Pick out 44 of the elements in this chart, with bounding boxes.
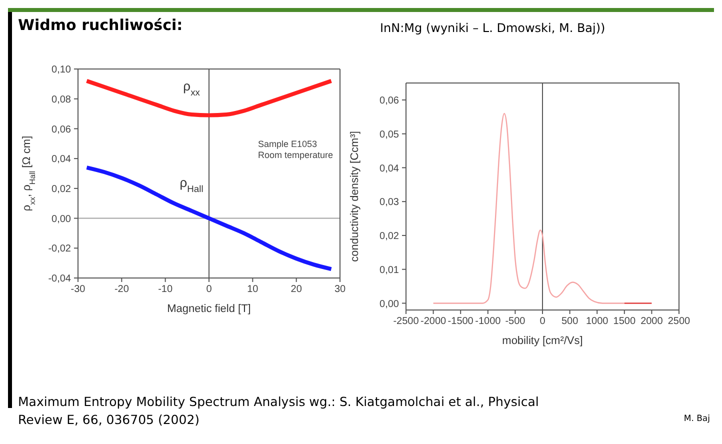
annotation: Room temperature bbox=[258, 150, 334, 161]
x-tick-label: 20 bbox=[290, 284, 302, 296]
x-tick-label: -2500 bbox=[393, 316, 420, 328]
y-tick-label: -0,04 bbox=[48, 274, 72, 285]
x-tick-label: 0 bbox=[540, 316, 546, 328]
y-tick-label: 0,03 bbox=[380, 197, 400, 208]
y-tick-label: 0,10 bbox=[52, 64, 72, 76]
x-tick-label: 500 bbox=[561, 316, 579, 328]
series-label: ρ$_{xx}$ bbox=[183, 78, 200, 98]
x-tick-label: -500 bbox=[505, 316, 526, 328]
x-tick-label: -1000 bbox=[475, 316, 502, 328]
x-tick-label: -2000 bbox=[420, 316, 447, 328]
x-axis-title: Magnetic field [T] bbox=[167, 303, 251, 315]
series-label: ρ$_{Hall}$ bbox=[180, 174, 204, 194]
text: Maximum Entropy Mobility Spectrum Analysis wg.: S. Kiatgamolchai et al., Physical Review E, 66, 036705 (2002) bbox=[18, 393, 540, 429]
y-tick-label: -0,02 bbox=[48, 244, 72, 255]
y-tick-label: 0,06 bbox=[52, 124, 72, 136]
chart-title: InN:Mg (wyniki – L. Dmowski, M. Baj)) bbox=[380, 21, 606, 35]
y-tick-label: 0,04 bbox=[52, 154, 72, 166]
annotation: Sample E1053 bbox=[258, 139, 318, 150]
x-tick-label: 1000 bbox=[586, 316, 609, 328]
y-tick-label: 0,04 bbox=[380, 163, 400, 174]
y-tick-label: 0,00 bbox=[52, 214, 72, 225]
x-tick-label: -1500 bbox=[448, 316, 474, 328]
x-tick-label: 30 bbox=[334, 284, 346, 296]
chart-title: Widmo ruchliwości: bbox=[18, 16, 183, 34]
y-tick-label: 0,02 bbox=[380, 231, 400, 242]
x-tick-label: 10 bbox=[247, 284, 259, 296]
y-tick-label: 0,06 bbox=[380, 95, 400, 106]
x-axis-title: mobility [cm²/Vs] bbox=[502, 335, 583, 347]
text: M. Baj bbox=[684, 414, 710, 424]
y-tick-label: 0,01 bbox=[380, 264, 400, 276]
x-tick-label: 1500 bbox=[613, 316, 636, 328]
y-tick-label: 0,05 bbox=[380, 129, 400, 140]
x-tick-label: 0 bbox=[206, 284, 212, 296]
y-tick-label: 0,02 bbox=[52, 184, 72, 195]
x-tick-label: 2000 bbox=[640, 316, 664, 328]
y-tick-label: 0,00 bbox=[380, 298, 400, 310]
x-tick-label: -10 bbox=[158, 284, 173, 296]
x-tick-label: -30 bbox=[70, 284, 86, 296]
y-axis-title: conductivity density [Ccm³] bbox=[349, 131, 361, 262]
x-tick-label: -20 bbox=[114, 284, 130, 296]
y-tick-label: 0,08 bbox=[52, 94, 72, 106]
x-tick-label: 2500 bbox=[668, 316, 691, 328]
